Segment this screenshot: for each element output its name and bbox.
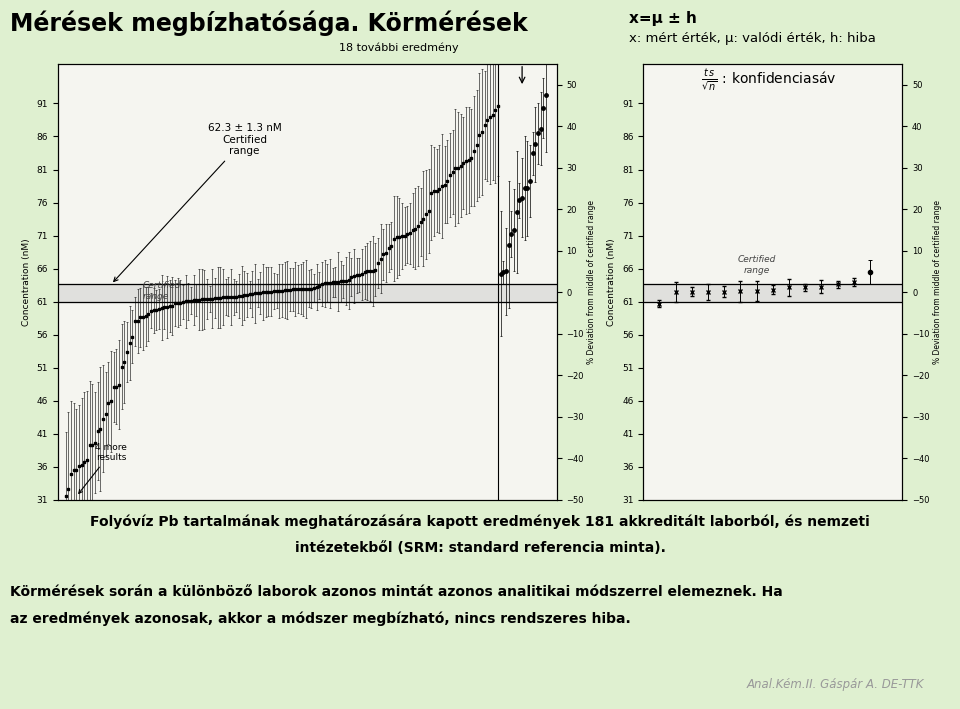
Text: Mérések megbízhatósága. Körmérések: Mérések megbízhatósága. Körmérések — [10, 11, 527, 36]
Text: Folyóvíz Pb tartalmának meghatározására kapott eredmények 181 akkreditált laborb: Folyóvíz Pb tartalmának meghatározására … — [90, 514, 870, 528]
Text: 4 more
results: 4 more results — [79, 443, 127, 493]
Text: $\frac{t\,s}{\sqrt{n}}$ : konfidenciasáv: $\frac{t\,s}{\sqrt{n}}$ : konfidenciasáv — [701, 67, 836, 94]
Y-axis label: % Deviation from middle of certified range: % Deviation from middle of certified ran… — [932, 200, 942, 364]
Text: intézetekből (SRM: standard referencia minta).: intézetekből (SRM: standard referencia m… — [295, 541, 665, 555]
Text: 62.3 ± 1.3 nM
Certified
range: 62.3 ± 1.3 nM Certified range — [113, 123, 281, 281]
Text: Certified
range: Certified range — [143, 281, 181, 301]
Y-axis label: Concentration (nM): Concentration (nM) — [22, 238, 31, 325]
Bar — [643, 284, 902, 301]
Y-axis label: % Deviation from middle of certified range: % Deviation from middle of certified ran… — [587, 200, 596, 364]
Bar — [58, 284, 557, 301]
Text: Certified
range: Certified range — [737, 255, 776, 274]
Text: Anal.Kém.II. Gáspár A. DE-TTK: Anal.Kém.II. Gáspár A. DE-TTK — [747, 679, 924, 691]
Y-axis label: Concentration (nM): Concentration (nM) — [608, 238, 616, 325]
Text: Körmérések során a különböző laborok azonos mintát azonos analitikai módszerrel : Körmérések során a különböző laborok azo… — [10, 585, 782, 599]
Text: az eredmények azonosak, akkor a módszer megbízható, nincs rendszeres hiba.: az eredmények azonosak, akkor a módszer … — [10, 612, 631, 626]
Text: x: mért érték, μ: valódi érték, h: hiba: x: mért érték, μ: valódi érték, h: hiba — [629, 32, 876, 45]
Text: x=μ ± h: x=μ ± h — [629, 11, 697, 26]
Text: 18 további eredmény: 18 további eredmény — [339, 43, 458, 53]
